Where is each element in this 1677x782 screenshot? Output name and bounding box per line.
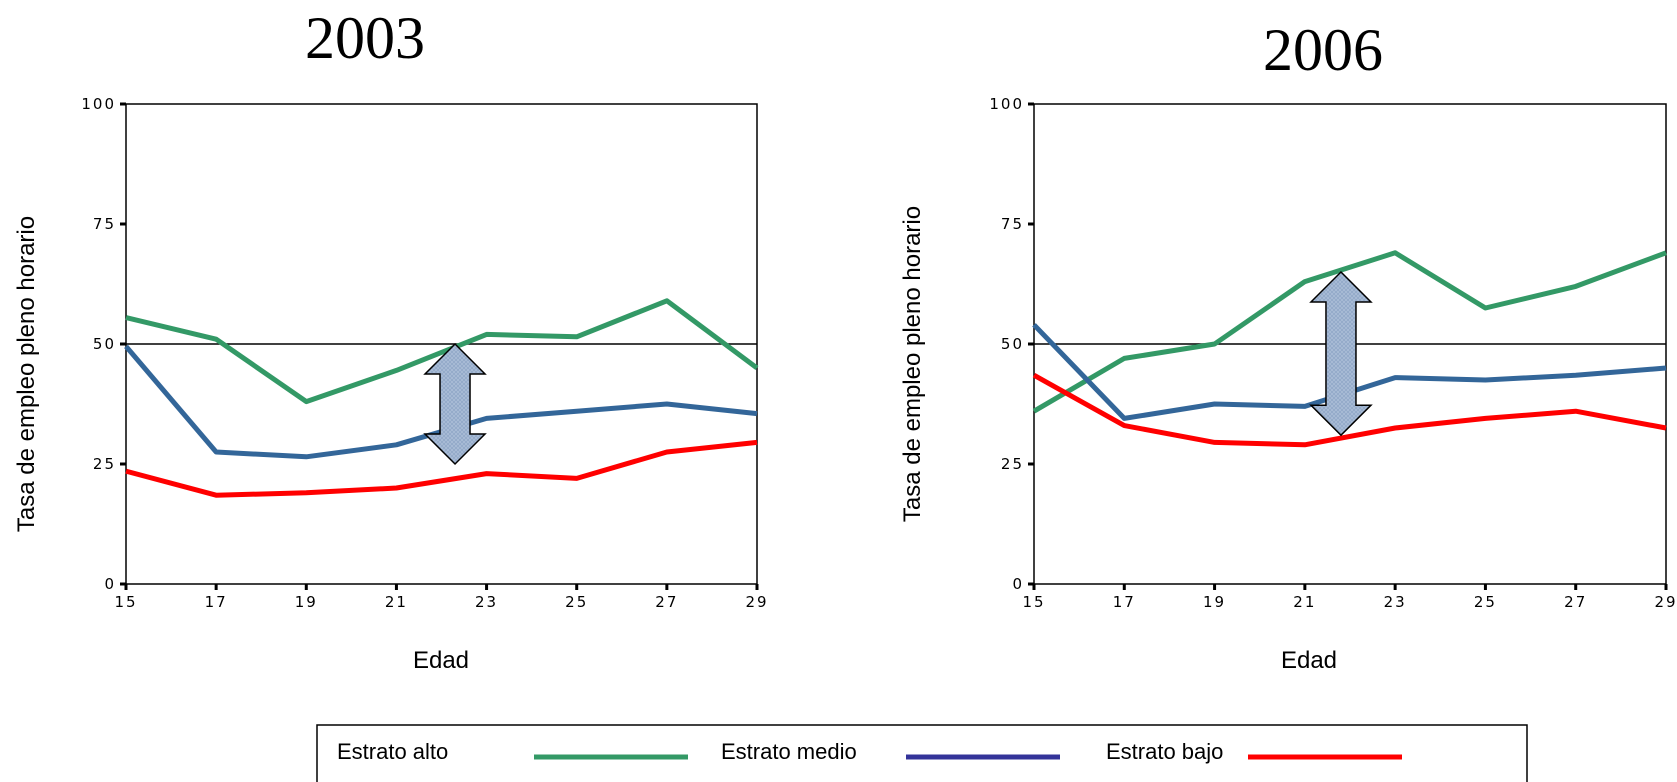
x-tick-label: 29	[745, 593, 768, 611]
y-tick-label: 100	[989, 95, 1024, 113]
chart-2003: 2003 0 25 50 75 100 15 17 19 21 23 25 27 29 Edad Tas…	[13, 5, 768, 674]
gap-double-arrow	[1309, 270, 1373, 437]
gap-double-arrow	[423, 342, 487, 466]
y-tick-label: 100	[81, 95, 116, 113]
x-axis-title: Edad	[1281, 647, 1337, 674]
y-tick-label: 25	[93, 455, 116, 473]
legend-label-medio: Estrato medio	[721, 739, 857, 764]
x-tick-label: 15	[114, 593, 137, 611]
y-tick-label: 75	[93, 215, 116, 233]
legend-box	[316, 724, 1528, 782]
y-axis-title: Tasa de empleo pleno horario	[13, 216, 40, 532]
x-tick-label: 19	[295, 593, 318, 611]
x-tick-label: 23	[1384, 593, 1407, 611]
series-line-estrato-alto	[1032, 250, 1667, 414]
y-tick-label: 25	[1001, 455, 1024, 473]
legend-label-bajo: Estrato bajo	[1106, 739, 1223, 764]
series-line-estrato-bajo	[125, 439, 758, 498]
x-tick-label: 27	[1564, 593, 1587, 611]
y-tick-label: 0	[104, 575, 116, 593]
series-line-estrato-alto	[125, 298, 759, 405]
chart-title: 2003	[305, 5, 425, 71]
x-tick-label: 21	[1293, 593, 1316, 611]
y-tick-label: 50	[1001, 335, 1024, 353]
x-axis-title: Edad	[413, 647, 469, 674]
legend: Estrato alto Estrato medio Estrato bajo	[316, 724, 1528, 782]
y-tick-label: 0	[1012, 575, 1024, 593]
x-tick-label: 29	[1654, 593, 1677, 611]
y-tick-label: 50	[93, 335, 116, 353]
x-tick-label: 21	[385, 593, 408, 611]
x-tick-label: 17	[205, 593, 228, 611]
x-tick-label: 27	[655, 593, 678, 611]
y-tick-label: 75	[1001, 215, 1024, 233]
x-tick-label: 19	[1203, 593, 1226, 611]
x-tick-label: 25	[565, 593, 588, 611]
x-tick-label: 15	[1022, 593, 1045, 611]
y-axis-title: Tasa de empleo pleno horario	[899, 206, 926, 522]
x-tick-label: 23	[475, 593, 498, 611]
x-tick-label: 17	[1113, 593, 1136, 611]
chart-2006: 2006 0 25 50 75 100 15 17 19 21 23 25 27 29 Edad Tas…	[899, 17, 1677, 674]
plot-area: 0 25 50 75 100 15 17 19 21 23 25 27 29	[81, 95, 768, 611]
x-tick-label: 25	[1474, 593, 1497, 611]
legend-label-alto: Estrato alto	[337, 739, 448, 764]
series-line-estrato-bajo	[1032, 373, 1667, 448]
chart-title: 2006	[1263, 17, 1383, 83]
plot-area: 0 25 50 75 100 15 17 19 21 23 25 27 29	[989, 95, 1677, 611]
